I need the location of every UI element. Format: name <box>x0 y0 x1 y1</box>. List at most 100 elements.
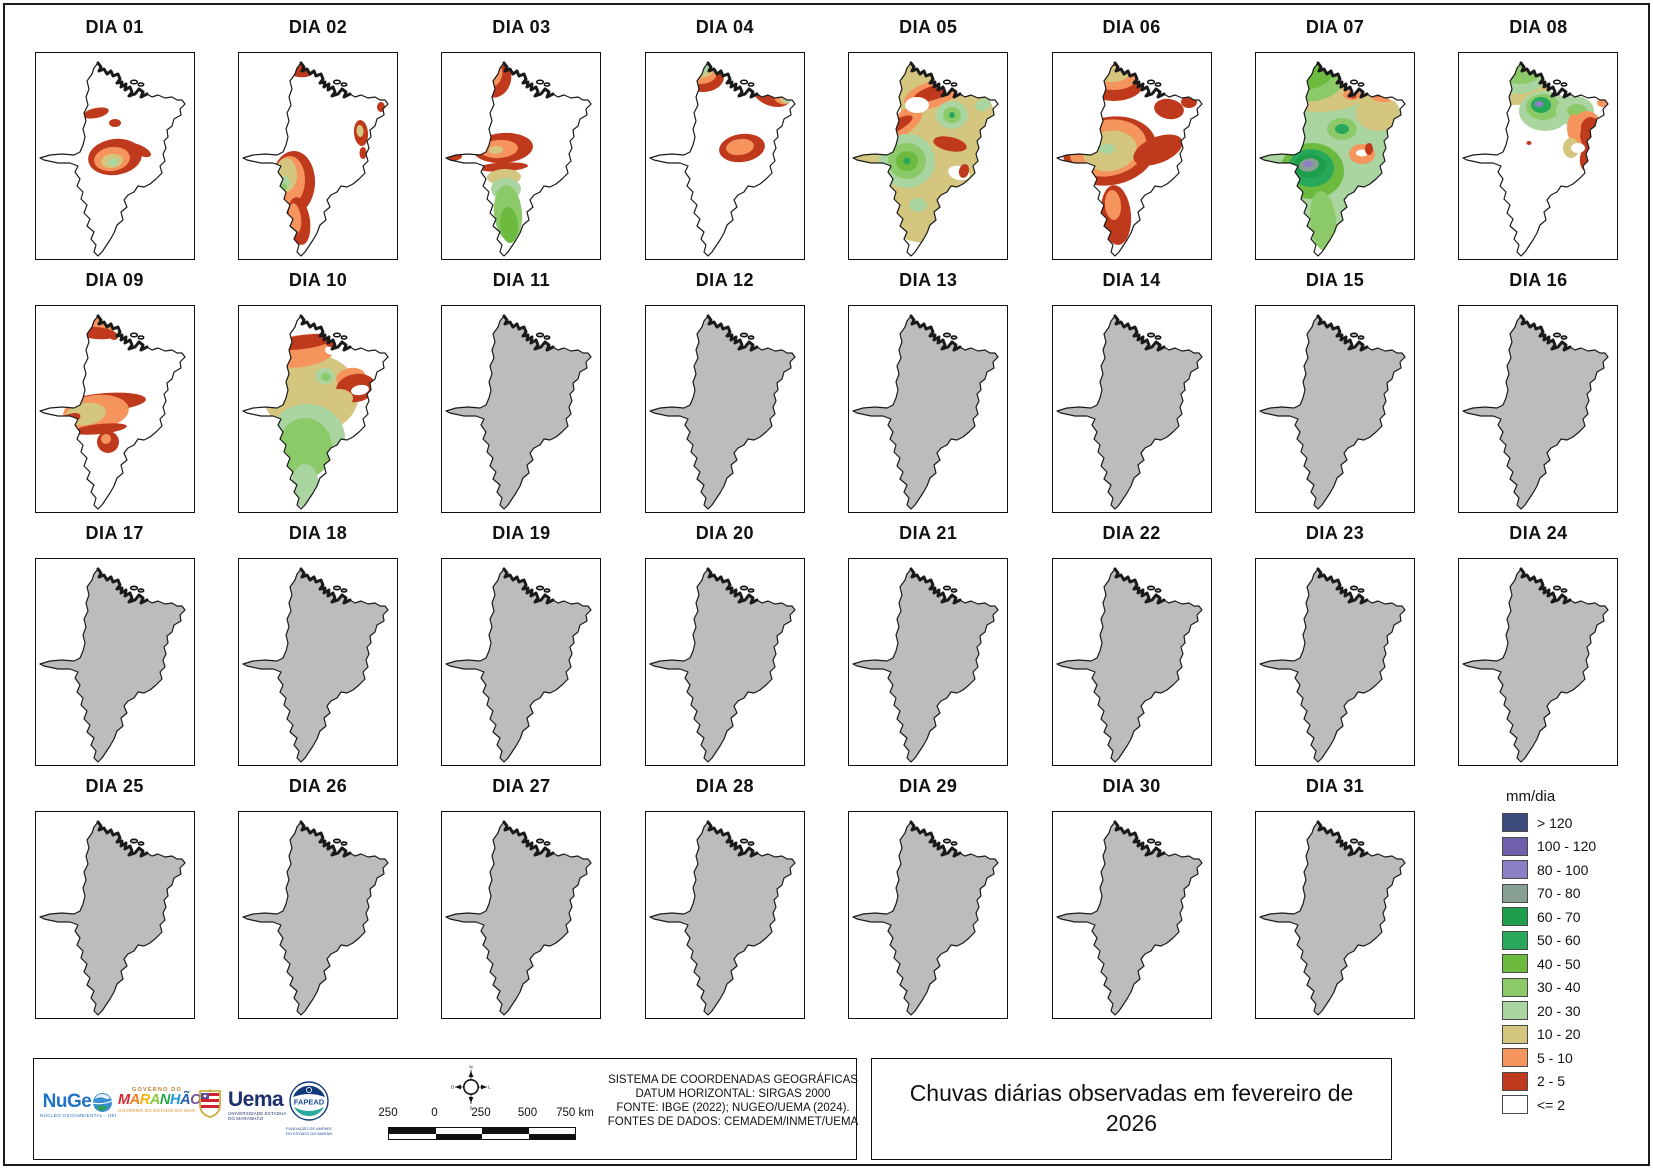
maranhao-map <box>649 567 796 763</box>
legend-swatch <box>1502 930 1528 950</box>
day-cell: DIA 18 <box>216 514 419 767</box>
day-title: DIA 21 <box>899 522 958 543</box>
map-box <box>848 811 1009 1019</box>
day-cell: DIA 07 <box>1233 8 1436 261</box>
governo-logo-name: MARANHÃO <box>118 1092 202 1108</box>
legend-swatch <box>1502 1048 1528 1068</box>
svg-text:N: N <box>469 1065 472 1070</box>
day-title: DIA 14 <box>1102 269 1161 290</box>
maranhao-map <box>39 567 186 763</box>
maranhao-map <box>649 314 796 510</box>
source-line: FONTE: IBGE (2022); NUGEO/UEMA (2024). <box>616 1102 850 1114</box>
map-box <box>1255 811 1416 1019</box>
maranhao-map <box>445 567 593 763</box>
map-box <box>34 811 195 1019</box>
maranhao-map <box>852 820 999 1016</box>
maranhao-map <box>1259 820 1406 1016</box>
legend-item: 2 - 5 <box>1502 1070 1640 1094</box>
day-maps-grid: DIA 01 DIA 02 DIA 03 DIA 04 DIA 05 DIA 06 DIA … <box>13 8 1640 1020</box>
day-cell: DIA 08 <box>1437 8 1640 261</box>
day-cell: DIA 23 <box>1233 514 1436 767</box>
scale-label: 750 km <box>556 1107 594 1119</box>
legend-rows: > 120 100 - 120 80 - 100 70 - 80 60 - 70 50 -… <box>1460 811 1640 1117</box>
day-cell: DIA 19 <box>420 514 623 767</box>
legend-item: 70 - 80 <box>1502 882 1640 906</box>
day-cell: DIA 21 <box>827 514 1030 767</box>
uema-logo-name: Uema <box>228 1088 284 1111</box>
day-cell: DIA 24 <box>1437 514 1640 767</box>
legend-item: <= 2 <box>1502 1093 1640 1117</box>
legend-item: 50 - 60 <box>1502 929 1640 953</box>
day-title: DIA 11 <box>492 269 551 290</box>
day-title: DIA 06 <box>1102 16 1161 37</box>
maranhao-map <box>649 61 796 257</box>
maranhao-map <box>852 61 999 257</box>
day-cell: DIA 29 <box>827 767 1030 1020</box>
day-title: DIA 08 <box>1509 16 1568 37</box>
map-box <box>848 52 1009 260</box>
scale-label: 250 <box>378 1107 398 1119</box>
source-text-block: SISTEMA DE COORDENADAS GEOGRÁFICAS DATUM… <box>594 1073 872 1129</box>
day-cell: DIA 02 <box>216 8 419 261</box>
day-cell: DIA 12 <box>623 261 826 514</box>
fapead-badge-icon: FAPEAD <box>289 1081 329 1121</box>
day-cell: DIA 20 <box>623 514 826 767</box>
source-line: SISTEMA DE COORDENADAS GEOGRÁFICAS <box>608 1074 858 1086</box>
nugeo-logo: NuGe NÚCLEO GEOAMBIENTAL - UEMA <box>40 1091 116 1118</box>
map-box <box>644 52 805 260</box>
day-cell: DIA 22 <box>1030 514 1233 767</box>
uema-logo: Uema UNIVERSIDADE ESTADUAL DO MARANHÃO <box>228 1089 286 1122</box>
day-title: DIA 03 <box>492 16 551 37</box>
day-cell: DIA 10 <box>216 261 419 514</box>
legend-swatch <box>1502 860 1528 880</box>
governo-logo-toptext: GOVERNO DO <box>132 1087 182 1093</box>
map-box <box>238 811 399 1019</box>
map-box <box>848 558 1009 766</box>
day-cell: DIA 06 <box>1030 8 1233 261</box>
day-cell: DIA 27 <box>420 767 623 1020</box>
day-title: DIA 16 <box>1509 269 1568 290</box>
legend-item: > 120 <box>1502 811 1640 835</box>
governo-logo-subtext: GOVERNO DO ESTADO DO MARANHÃO <box>118 1108 196 1113</box>
day-cell: DIA 11 <box>420 261 623 514</box>
legend-item: 20 - 30 <box>1502 999 1640 1023</box>
maranhao-map <box>1056 820 1203 1016</box>
map-box <box>848 305 1009 513</box>
legend-swatch <box>1502 836 1528 856</box>
legend-swatch <box>1502 883 1528 903</box>
legend-swatch <box>1502 954 1528 974</box>
svg-text:FAPEAD: FAPEAD <box>294 1098 325 1107</box>
legend-item: 100 - 120 <box>1502 835 1640 859</box>
legend-swatch <box>1502 1095 1528 1115</box>
map-box <box>644 305 805 513</box>
legend-label: 20 - 30 <box>1537 1002 1581 1019</box>
map-title-box: Chuvas diárias observadas em fevereiro d… <box>871 1058 1392 1160</box>
maranhao-map <box>1056 567 1203 763</box>
svg-text:S: S <box>469 1106 472 1111</box>
maranhao-map <box>852 314 999 510</box>
day-title: DIA 31 <box>1305 775 1365 796</box>
nugeo-logo-subtext: NÚCLEO GEOAMBIENTAL - UEMA <box>40 1113 116 1118</box>
legend-label: 2 - 5 <box>1537 1073 1566 1090</box>
day-title: DIA 10 <box>288 269 348 290</box>
governo-maranhao-logo: GOVERNO DO MARANHÃO GOVERNO DO ESTADO DO… <box>118 1087 202 1113</box>
legend-label: 70 - 80 <box>1537 885 1581 902</box>
day-title: DIA 28 <box>695 775 755 796</box>
fapead-logo: FAPEAD FUNDAÇÃO DE AMPARO À PESQUISA DO … <box>286 1081 332 1136</box>
maranhao-map <box>242 567 389 763</box>
svg-text:O: O <box>451 1085 455 1090</box>
day-cell: DIA 14 <box>1030 261 1233 514</box>
day-cell: DIA 03 <box>420 8 623 261</box>
legend-swatch <box>1502 977 1528 997</box>
day-cell: DIA 05 <box>827 8 1030 261</box>
legend-swatch <box>1502 907 1528 927</box>
day-title: DIA 30 <box>1102 775 1161 796</box>
maranhao-map <box>445 820 593 1016</box>
maranhao-map <box>1259 567 1406 763</box>
map-box <box>1051 52 1212 260</box>
day-cell: DIA 01 <box>13 8 216 261</box>
legend-item: 80 - 100 <box>1502 858 1640 882</box>
legend-label: 60 - 70 <box>1537 908 1581 925</box>
maranhao-map <box>1462 314 1610 510</box>
